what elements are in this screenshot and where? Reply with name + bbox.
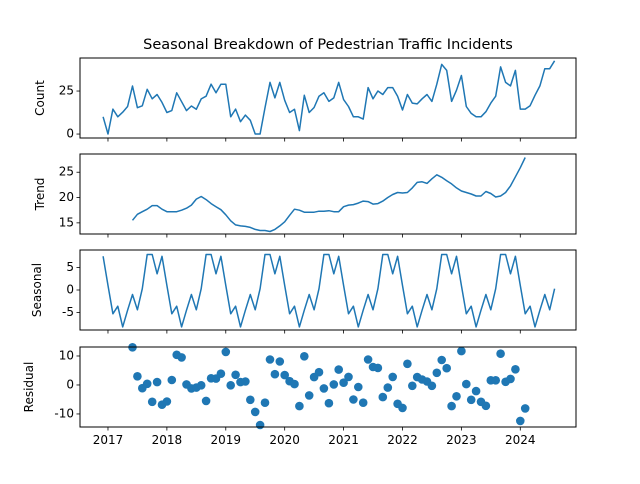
residual-point [265, 355, 275, 364]
residual-point [427, 381, 437, 391]
residual-point [520, 404, 530, 413]
residual-point [290, 379, 299, 389]
residual-point [506, 374, 515, 384]
y-tick-label: 0 [66, 283, 74, 297]
residual-point [221, 347, 231, 357]
residual-point [403, 359, 412, 369]
residual-point [339, 378, 348, 388]
residual-point [344, 372, 353, 382]
residual-point [300, 352, 309, 361]
residual-point [319, 384, 329, 393]
y-axis-label: Seasonal [30, 263, 44, 317]
residual-point [398, 403, 407, 413]
residual-point [354, 382, 363, 392]
residual-point [280, 370, 290, 380]
residual-point [442, 363, 452, 373]
chart-title: Seasonal Breakdown of Pedestrian Traffic… [143, 37, 513, 53]
residual-point [167, 375, 177, 385]
x-tick-label: 2024 [505, 433, 536, 447]
residual-point [250, 407, 260, 417]
residual-point [496, 349, 505, 359]
panel-trend: 15 20 25 Trend [33, 153, 577, 238]
y-tick-label: 5 [66, 260, 74, 274]
residual-point [452, 392, 461, 401]
y-tick-label: 25 [59, 165, 74, 179]
x-tick-label: 2017 [93, 433, 124, 447]
y-axis-label: Residual [22, 362, 36, 413]
residual-point [447, 401, 456, 411]
residual-point [457, 346, 466, 356]
residual-point [260, 398, 270, 408]
x-tick-label: 2023 [446, 433, 477, 447]
residual-point [378, 392, 388, 402]
residual-point [241, 377, 250, 386]
residual-point [270, 369, 280, 379]
y-tick-label: 10 [59, 348, 74, 362]
x-tick-label: 2019 [211, 433, 242, 447]
residual-point [142, 379, 152, 389]
residual-point [466, 395, 476, 405]
count-line [102, 60, 556, 135]
residual-point [329, 380, 339, 389]
residual-point [373, 363, 383, 373]
seasonal-line [102, 253, 556, 328]
y-tick-label: 20 [59, 190, 74, 204]
residual-point [133, 372, 142, 381]
axes-frame [79, 57, 577, 139]
residual-point [304, 391, 314, 400]
y-tick-label: -10 [54, 406, 74, 420]
y-tick-label: 25 [59, 84, 74, 98]
panel-seasonal: -5 0 5 Seasonal [30, 249, 577, 334]
residual-point [437, 355, 447, 365]
residual-point [491, 376, 501, 385]
residual-point [226, 381, 235, 390]
panel-count: 0 25 Count [33, 57, 577, 142]
residual-point [147, 397, 157, 407]
residual-point [314, 367, 324, 377]
y-tick-label: 15 [59, 215, 74, 229]
residual-point [408, 381, 417, 391]
residual-point [334, 365, 344, 374]
residual-point [349, 395, 358, 404]
y-tick-label: 0 [66, 127, 74, 141]
residual-point [162, 397, 172, 406]
residual-point [516, 416, 525, 426]
residual-point [246, 395, 255, 405]
residual-point [255, 420, 265, 430]
axes-frame [79, 346, 577, 428]
residual-point [152, 377, 162, 387]
residual-point [511, 365, 520, 374]
y-tick-label: -5 [62, 305, 74, 319]
x-tick-label: 2020 [269, 433, 300, 447]
x-tick-label: 2022 [387, 433, 418, 447]
y-tick-label: 0 [66, 377, 74, 391]
residual-point [481, 401, 491, 411]
residual-point [432, 368, 442, 378]
residual-point [231, 370, 240, 380]
residual-point [383, 383, 393, 392]
residual-point [324, 398, 334, 408]
residual-point [363, 355, 373, 364]
residual-point [196, 381, 206, 390]
trend-line [131, 157, 526, 233]
residual-point [471, 386, 481, 396]
residual-point [358, 398, 368, 408]
residual-point [177, 353, 186, 362]
residual-point [216, 369, 226, 379]
axes-frame [79, 153, 577, 235]
residual-point [201, 396, 211, 406]
residual-point [295, 401, 304, 411]
residual-point [462, 379, 471, 389]
panel-residual: -10 0 10 Residual 2017 2018 2019 2020 2021 2022 20… [22, 343, 577, 447]
x-tick-label: 2021 [328, 433, 359, 447]
residual-point [388, 372, 398, 382]
x-tick-label: 2018 [152, 433, 183, 447]
y-axis-label: Count [33, 80, 47, 116]
y-axis-label: Trend [33, 178, 47, 212]
residual-point [275, 357, 285, 366]
